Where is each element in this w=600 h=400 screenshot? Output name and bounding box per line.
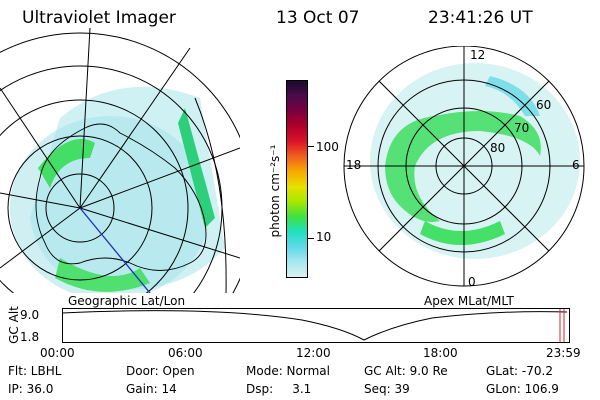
- aurora-band-west: [38, 138, 95, 188]
- right-panel-label: Apex MLat/MLT: [424, 294, 514, 308]
- colorbar-tick-10: [308, 238, 314, 239]
- noon-meridian: [79, 207, 151, 293]
- colorbar-unit-label: photon cm⁻²s⁻¹: [268, 144, 282, 238]
- colorbar-label-100: 100: [316, 140, 339, 154]
- mlt-lines: [344, 46, 584, 286]
- colorbar: [286, 80, 308, 278]
- info-glat: GLat: -70.2: [486, 364, 553, 378]
- altitude-ylabel: GC Alt: [7, 306, 21, 344]
- meridian-lines: [0, 28, 240, 269]
- altitude-xtick-2359: 23:59: [546, 346, 581, 360]
- mlat-label-70: 70: [514, 121, 529, 135]
- aurora-band-east: [178, 108, 215, 228]
- auroral-oval-night: [420, 221, 505, 245]
- observation-date: 13 Oct 07: [276, 8, 360, 28]
- mlt-label-0: 0: [468, 275, 476, 289]
- mlat-label-60: 60: [536, 98, 551, 112]
- info-ip: IP: 36.0: [8, 382, 54, 396]
- info-mode: Mode: Normal: [246, 364, 330, 378]
- altitude-xtick-0000: 00:00: [40, 346, 75, 360]
- info-gain: Gain: 14: [126, 382, 177, 396]
- antarctica-outline: [35, 123, 207, 271]
- magnetic-image-panel: 12 18 6 0 60 70 80: [343, 46, 585, 289]
- info-door: Door: Open: [126, 364, 195, 378]
- info-filter: Flt: LBHL: [8, 364, 62, 378]
- instrument-title: Ultraviolet Imager: [22, 8, 176, 28]
- info-gc-alt: GC Alt: 9.0 Re: [364, 364, 448, 378]
- colorbar-tick-100: [308, 146, 314, 147]
- mlt-label-12: 12: [470, 48, 485, 62]
- aurora-diffuse: [30, 86, 225, 290]
- aurora-band-south: [55, 258, 150, 292]
- left-panel-label: Geographic Lat/Lon: [68, 294, 186, 308]
- mlat-label-80: 80: [490, 141, 505, 155]
- earth-limb: [194, 97, 227, 293]
- info-dsp: Dsp: 3.1: [246, 382, 312, 396]
- colorbar-label-10: 10: [316, 230, 332, 244]
- colorbar-gradient: [287, 81, 307, 277]
- altitude-curve: [62, 310, 568, 341]
- mlt-label-6: 6: [572, 158, 580, 172]
- observation-time: 23:41:26 UT: [428, 8, 533, 28]
- altitude-xtick-1200: 12:00: [296, 346, 331, 360]
- altitude-xtick-0600: 06:00: [168, 346, 203, 360]
- altitude-plot: [62, 308, 570, 343]
- altitude-ytick-high: 9.0: [20, 308, 40, 322]
- altitude-xtick-1800: 18:00: [423, 346, 458, 360]
- altitude-ytick-low: 1.8: [20, 330, 40, 344]
- mlt-label-18: 18: [346, 158, 361, 172]
- geographic-image-panel: [0, 28, 240, 293]
- info-seq: Seq: 39: [364, 382, 410, 396]
- altitude-plot-frame: [62, 308, 570, 343]
- auroral-oval-dawn: [385, 111, 541, 222]
- info-glon: GLon: 106.9: [486, 382, 559, 396]
